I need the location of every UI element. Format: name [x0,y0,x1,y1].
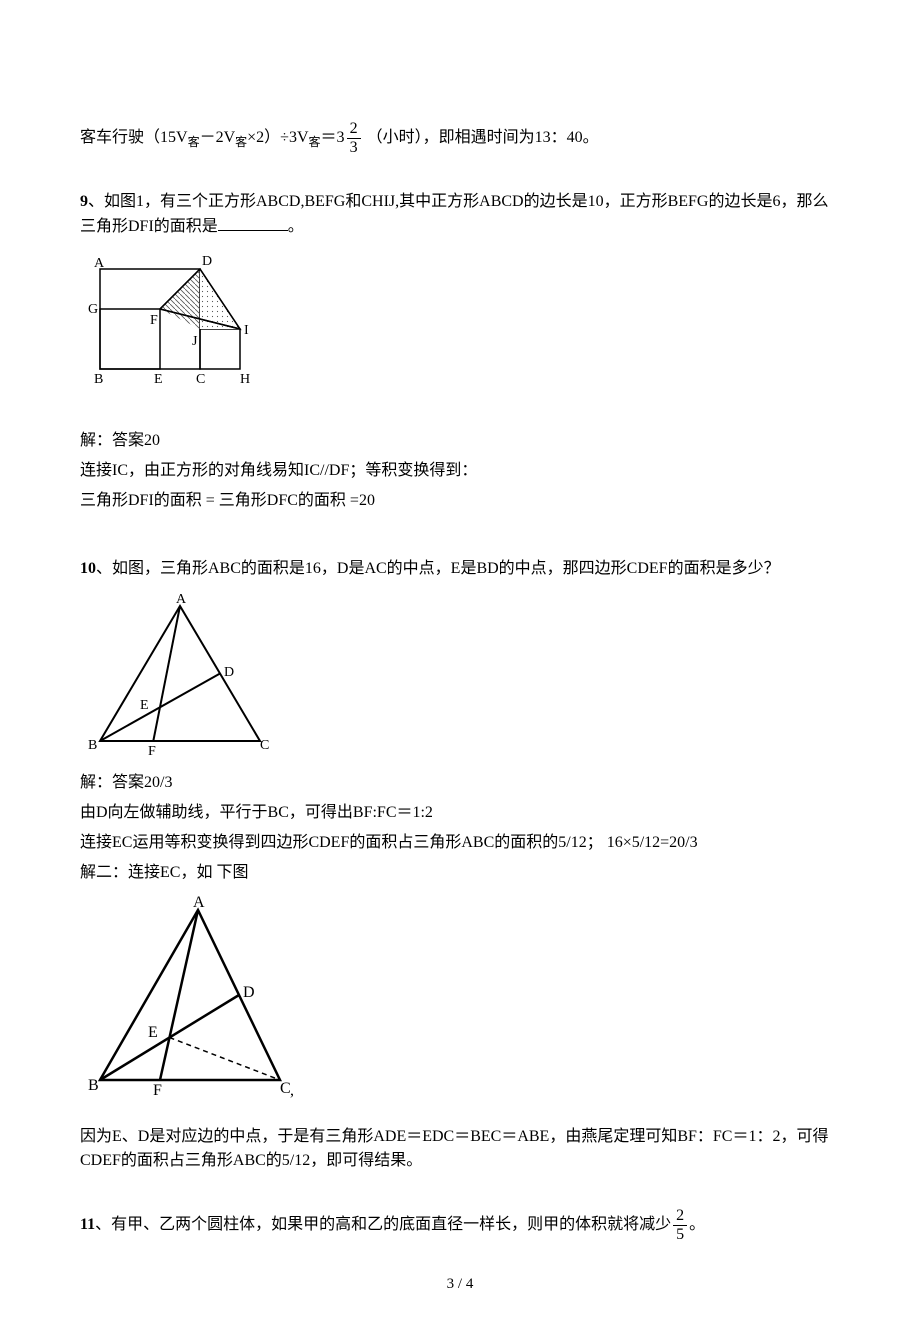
q9-sol3: 三角形DFI的面积 = 三角形DFC的面积 =20 [80,489,840,513]
page-number: 3 / 4 [80,1273,840,1296]
lbl-D: D [202,254,212,269]
bus-mid1: －2V [200,129,236,146]
lbl-F3: F [153,1082,162,1099]
bus-suffix: （小时），即相遇时间为13：40。 [363,129,599,146]
q11-num: 11 [80,1216,95,1233]
lbl-E2: E [140,698,149,713]
q11-frac-num: 2 [673,1207,687,1226]
q10-text: 10、如图，三角形ABC的面积是16，D是AC的中点，E是BD的中点，那四边形C… [80,557,840,581]
q10-svg2: A B C D E F , [80,895,310,1105]
q10-sol5: 因为E、D是对应边的中点，于是有三角形ADE＝EDC＝BEC＝ABE，由燕尾定理… [80,1125,840,1173]
lbl-D3: D [243,984,255,1001]
q10-sol2: 由D向左做辅助线，平行于BC，可得出BF:FC＝1:2 [80,801,840,825]
q9-num: 9 [80,193,88,210]
lbl-D2: D [224,665,234,680]
q10-num: 10 [80,560,96,577]
q9-text: 9、如图1，有三个正方形ABCD,BEFG和CHIJ,其中正方形ABCD的边长是… [80,190,840,239]
q9-sol2: 连接IC，由正方形的对角线易知IC//DF；等积变换得到： [80,459,840,483]
lbl-I: I [244,323,249,338]
comma: , [290,1082,294,1099]
sub1: 客 [188,135,200,149]
line-bus: 客车行驶（15V客－2V客×2）÷3V客＝323 （小时），即相遇时间为13：4… [80,120,840,156]
bus-prefix: 客车行驶（15V [80,129,188,146]
sub3: 客 [309,135,321,149]
q11-body-a: 、有甲、乙两个圆柱体，如果甲的高和乙的底面直径一样长，则甲的体积就将减少 [95,1216,671,1233]
lbl-A2: A [176,592,187,607]
frac-2-3: 23 [347,120,361,156]
q10-body: 、如图，三角形ABC的面积是16，D是AC的中点，E是BD的中点，那四边形CDE… [96,560,780,577]
bus-eq: ＝3 [321,129,345,146]
q9-body-a: 、如图1，有三个正方形ABCD,BEFG和CHIJ,其中正方形ABCD的边长是1… [80,193,829,235]
lbl-H: H [240,372,250,387]
q11-frac-den: 5 [673,1226,687,1244]
q9-figure: A D G F J I B E C H [80,249,840,419]
q10-figure2: A B C D E F , [80,895,840,1105]
lbl-B: B [94,372,103,387]
lbl-A3: A [193,895,205,911]
q9-blank [218,214,288,231]
frac-num: 2 [347,120,361,139]
lbl-C2: C [260,738,269,753]
q10-sol4: 解二：连接EC，如 下图 [80,861,840,885]
lbl-J: J [192,334,198,349]
lbl-F2: F [148,744,156,759]
lbl-B3: B [88,1077,99,1094]
bus-mid2: ×2）÷3V [247,129,308,146]
sub2: 客 [235,135,247,149]
q9-sol1: 解：答案20 [80,429,840,453]
lbl-A: A [94,256,105,271]
q11-text: 11、有甲、乙两个圆柱体，如果甲的高和乙的底面直径一样长，则甲的体积就将减少25… [80,1207,840,1243]
lbl-E: E [154,372,163,387]
q11-body-b: 。 [689,1216,705,1233]
q9-svg: A D G F J I B E C H [80,249,280,419]
lbl-B2: B [88,738,97,753]
q10-figure1: A B C D E F [80,591,840,761]
lbl-E3: E [148,1024,158,1041]
frac-2-5: 25 [673,1207,687,1243]
lbl-G: G [88,302,98,317]
q10-sol3: 连接EC运用等积变换得到四边形CDEF的面积占三角形ABC的面积的5/12； 1… [80,831,840,855]
q10-svg1: A B C D E F [80,591,280,761]
frac-den: 3 [347,139,361,157]
q9-body-b: 。 [288,218,304,235]
lbl-C: C [196,372,205,387]
q10-sol1: 解：答案20/3 [80,771,840,795]
lbl-F: F [150,313,158,328]
